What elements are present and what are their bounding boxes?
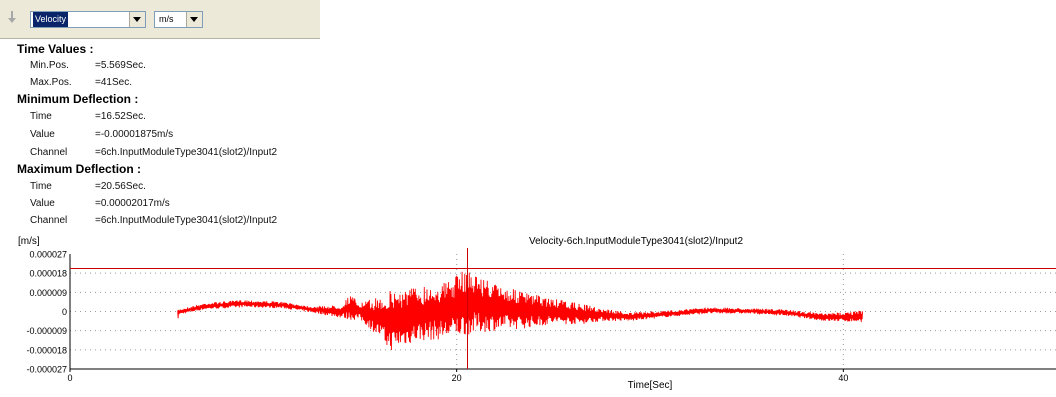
down-arrow-icon[interactable] — [6, 10, 18, 24]
max-pos-label: Max.Pos. — [30, 77, 72, 88]
min-channel-label: Channel — [30, 147, 68, 158]
maximum-deflection-title: Maximum Deflection : — [17, 162, 142, 176]
max-value-value: =0.00002017m/s — [95, 198, 170, 209]
unit-select[interactable]: m/s — [154, 11, 203, 28]
velocity-signal-line — [177, 271, 864, 350]
x-axis-label: Time[Sec] — [628, 380, 673, 391]
x-tick-label: 20 — [452, 373, 462, 383]
y-tick-label: -0.000027 — [26, 365, 67, 375]
y-tick-label: 0.000009 — [29, 288, 67, 298]
quantity-select[interactable]: Velocity — [30, 11, 146, 28]
max-channel-label: Channel — [30, 215, 68, 226]
chart-title: Velocity-6ch.InputModuleType3041(slot2)/… — [529, 236, 743, 247]
x-tick-label: 40 — [838, 373, 848, 383]
max-channel-value: =6ch.InputModuleType3041(slot2)/Input2 — [95, 215, 278, 226]
y-tick-label: 0 — [62, 307, 67, 317]
statistics-panel: Velocity m/s Time Values : Min.Pos. =5.5… — [0, 0, 320, 230]
y-tick-label: -0.000009 — [26, 326, 67, 336]
min-value-value: =-0.00001875m/s — [95, 129, 174, 140]
min-channel-value: =6ch.InputModuleType3041(slot2)/Input2 — [95, 147, 278, 158]
quantity-dropdown-button[interactable] — [129, 12, 145, 27]
min-time-value: =16.52Sec. — [95, 111, 146, 122]
time-values-title: Time Values : — [17, 42, 94, 56]
unit-dropdown-button[interactable] — [186, 12, 202, 27]
y-tick-label: -0.000018 — [26, 345, 67, 355]
velocity-chart[interactable]: [m/s] Velocity-6ch.InputModuleType3041(s… — [0, 230, 1056, 392]
x-tick-label: 0 — [67, 373, 72, 383]
y-tick-label: 0.000027 — [29, 250, 67, 260]
minimum-deflection-title: Minimum Deflection : — [17, 92, 139, 106]
min-time-label: Time — [30, 111, 52, 122]
chevron-down-icon — [133, 17, 141, 22]
y-axis-label: [m/s] — [18, 236, 40, 247]
min-pos-value: =5.569Sec. — [95, 60, 146, 71]
y-tick-label: 0.000018 — [29, 269, 67, 279]
chevron-down-icon — [190, 17, 198, 22]
plot-area[interactable]: 0.000027 0.000018 0.000009 0 -0.000009 -0.000… — [26, 248, 1056, 383]
max-time-value: =20.56Sec. — [95, 181, 146, 192]
min-pos-label: Min.Pos. — [30, 60, 69, 71]
max-value-label: Value — [30, 198, 55, 209]
max-time-label: Time — [30, 181, 52, 192]
min-value-label: Value — [30, 129, 55, 140]
unit-select-value: m/s — [159, 14, 174, 24]
quantity-select-value: Velocity — [33, 12, 69, 27]
max-pos-value: =41Sec. — [95, 77, 132, 88]
toolbar: Velocity m/s — [0, 0, 320, 39]
chart-canvas[interactable]: [m/s] Velocity-6ch.InputModuleType3041(s… — [0, 230, 1056, 392]
